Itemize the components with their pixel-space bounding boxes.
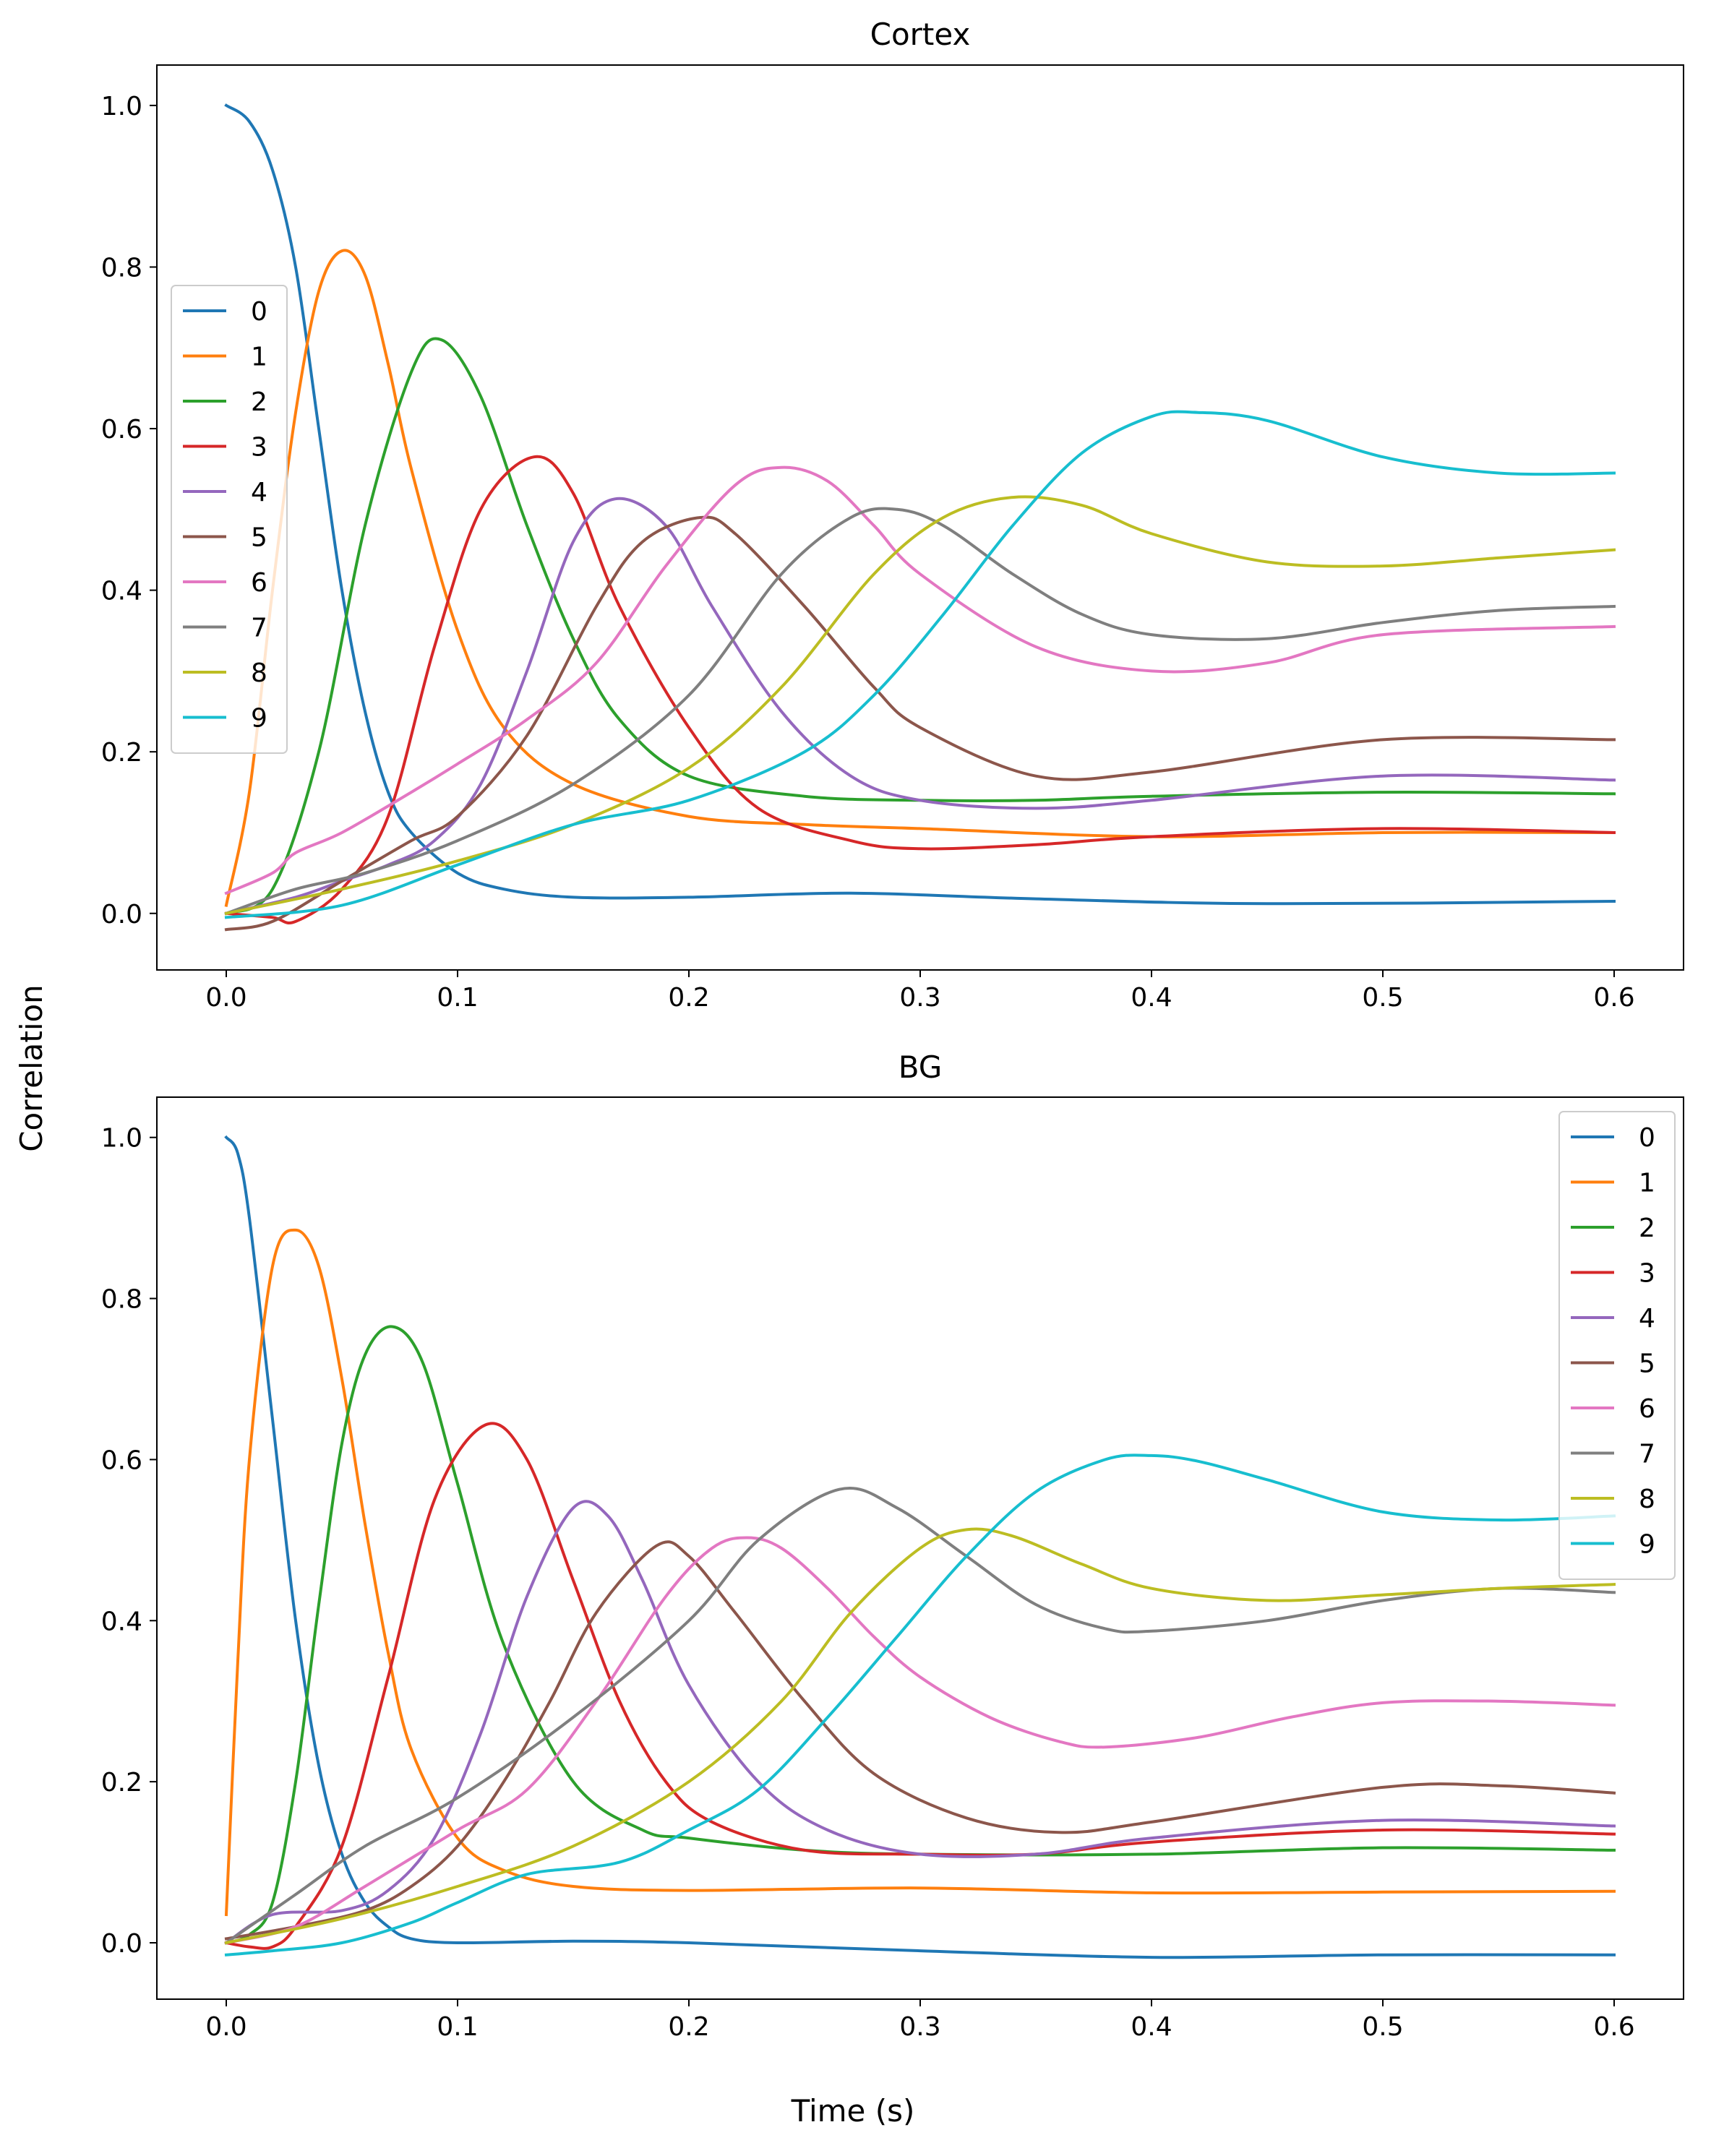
cortex-y-tick-label: 0.0 [101, 900, 142, 929]
cortex-series-4-line [224, 497, 1616, 916]
cortex-legend-label-5: 5 [251, 523, 267, 553]
x-axis-label: Time (s) [791, 2093, 915, 2129]
bg-y-tick-label: 0.0 [101, 1929, 142, 1959]
bg-legend-label-7: 7 [1639, 1440, 1655, 1469]
cortex-series-9-line [224, 410, 1616, 919]
cortex-y-tick-label: 0.2 [101, 738, 142, 768]
cortex-x-tick-label: 0.1 [437, 983, 478, 1013]
cortex-legend-label-3: 3 [251, 433, 267, 463]
bg-series-7-line [224, 1487, 1616, 1945]
cortex-x-tick-label: 0.2 [668, 983, 709, 1013]
bg-panel: BG 0.0 0.1 0.2 0.3 0.4 0.5 0.6 0.0 0.2 0.4 0.6 0.8… [101, 1049, 1684, 2042]
bg-x-tick-label: 0.1 [437, 2012, 478, 2042]
cortex-series-6-line [224, 465, 1616, 896]
bg-legend-label-6: 6 [1639, 1394, 1655, 1424]
bg-series-5-line [224, 1540, 1616, 1941]
cortex-y-tick-label: 0.4 [101, 577, 142, 606]
cortex-series-7-line [224, 507, 1616, 916]
bg-x-tick-label: 0.3 [899, 2012, 940, 2042]
bg-x-tick-label: 0.6 [1593, 2012, 1634, 2042]
cortex-title: Cortex [870, 17, 971, 52]
bg-title: BG [899, 1049, 943, 1085]
cortex-x-ticks: 0.0 0.1 0.2 0.3 0.4 0.5 0.6 [205, 970, 1635, 1013]
bg-legend-label-0: 0 [1639, 1123, 1655, 1153]
cortex-panel: Cortex 0.0 0.1 0.2 0.3 0.4 0.5 0.6 0.00.20.40.… [101, 17, 1684, 1013]
bg-x-ticks: 0.0 0.1 0.2 0.3 0.4 0.5 0.6 [205, 1999, 1635, 2042]
bg-legend-label-5: 5 [1639, 1349, 1655, 1379]
cortex-y-tick-label: 1.0 [101, 92, 142, 121]
bg-series-group [224, 1135, 1616, 1959]
cortex-legend-label-6: 6 [251, 568, 267, 598]
bg-legend-label-8: 8 [1639, 1485, 1655, 1514]
cortex-y-tick-label: 0.6 [101, 415, 142, 444]
bg-y-tick-label: 0.8 [101, 1285, 142, 1315]
bg-legend-label-3: 3 [1639, 1259, 1655, 1289]
bg-legend-label-1: 1 [1639, 1169, 1655, 1198]
bg-series-6-line [224, 1536, 1616, 1945]
cortex-legend: 0 1 2 3 4 5 6 7 8 9 [171, 285, 288, 754]
cortex-legend-label-0: 0 [251, 297, 267, 327]
cortex-legend-label-2: 2 [251, 387, 267, 417]
cortex-legend-label-1: 1 [251, 343, 267, 372]
bg-legend-label-4: 4 [1639, 1304, 1655, 1333]
cortex-x-tick-label: 0.6 [1593, 983, 1634, 1013]
bg-y-tick-label: 1.0 [101, 1124, 142, 1154]
bg-series-0-line [224, 1135, 1616, 1959]
bg-y-tick-label: 0.6 [101, 1446, 142, 1475]
bg-series-1-line [224, 1228, 1616, 1917]
bg-x-tick-label: 0.0 [205, 2012, 246, 2042]
bg-series-2-line [224, 1325, 1616, 1945]
bg-legend-label-9: 9 [1639, 1530, 1655, 1560]
cortex-x-tick-label: 0.3 [899, 983, 940, 1013]
bg-y-tick-label: 0.2 [101, 1768, 142, 1798]
cortex-x-tick-label: 0.4 [1131, 983, 1172, 1013]
cortex-series-2-line [224, 337, 1616, 916]
cortex-legend-label-4: 4 [251, 478, 267, 507]
bg-series-8-line [224, 1527, 1616, 1945]
cortex-series-group [224, 103, 1616, 932]
bg-legend-label-2: 2 [1639, 1214, 1655, 1243]
bg-series-3-line [224, 1422, 1616, 1950]
bg-x-tick-label: 0.4 [1131, 2012, 1172, 2042]
bg-x-tick-label: 0.2 [668, 2012, 709, 2042]
bg-y-tick-label: 0.4 [101, 1607, 142, 1636]
cortex-series-5-line [224, 515, 1616, 932]
bg-x-tick-label: 0.5 [1362, 2012, 1403, 2042]
cortex-y-ticks: 0.0 0.2 0.4 0.6 0.8 1.0 [101, 92, 157, 929]
cortex-y-tick-label: 0.8 [101, 253, 142, 283]
bg-legend: 0 1 2 3 4 5 6 7 8 9 [1558, 1111, 1676, 1580]
bg-series-4-line [224, 1500, 1616, 1945]
cortex-x-tick-label: 0.0 [205, 983, 246, 1013]
bg-y-ticks: 0.0 0.2 0.4 0.6 0.8 1.0 [101, 1124, 157, 1959]
cortex-legend-label-7: 7 [251, 614, 267, 643]
cortex-legend-label-8: 8 [251, 658, 267, 688]
cortex-x-tick-label: 0.5 [1362, 983, 1403, 1013]
bg-series-9-line [224, 1453, 1616, 1957]
cortex-series-3-line [224, 455, 1616, 925]
cortex-legend-label-9: 9 [251, 704, 267, 734]
y-axis-label: Correlation [14, 984, 49, 1152]
